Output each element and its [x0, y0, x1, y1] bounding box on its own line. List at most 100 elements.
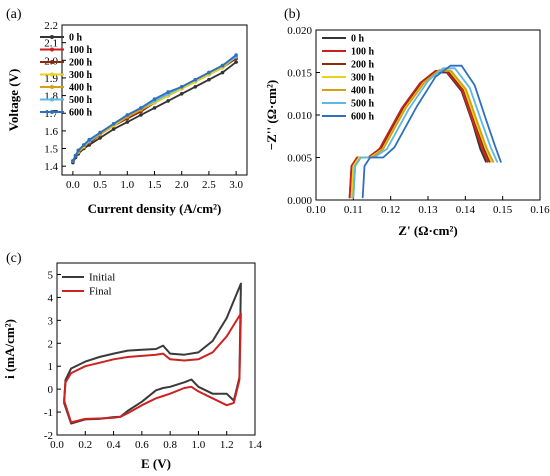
- legend-entry: 300 h: [69, 70, 93, 81]
- series-line: [63, 282, 242, 425]
- data-point: [234, 53, 238, 57]
- series-line: [72, 54, 238, 162]
- x-tick-label: 0.5: [93, 179, 107, 191]
- data-point: [98, 130, 102, 135]
- data-point: [220, 63, 225, 68]
- legend-entry: 300 h: [351, 73, 375, 84]
- legend-entry: Initial: [89, 272, 115, 284]
- x-tick-label: 0.0: [66, 179, 80, 191]
- legend-entry: 400 h: [351, 86, 375, 97]
- data-point: [125, 113, 130, 117]
- y-tick-label: 3: [48, 315, 54, 327]
- plot-frame: [56, 262, 256, 436]
- panel-c: (c) 0.0 0.2 0.4 0.6 0.8 1.0 1.2 1.4 -2 -1 0 1 2 3 4 5 E (…: [2, 251, 262, 471]
- x-tick-label: 0.4: [107, 439, 121, 451]
- x-tick-label: 1.5: [148, 179, 162, 191]
- x-tick-label: 0.14: [456, 204, 476, 216]
- x-axis-label: E (V): [141, 456, 171, 471]
- legend-marker: [50, 35, 54, 39]
- data-point: [71, 159, 75, 163]
- data-point: [111, 122, 116, 126]
- y-tick-label: 2.1: [44, 38, 58, 50]
- legend-entry: 200 h: [351, 60, 375, 71]
- data-point: [73, 153, 78, 158]
- data-point: [87, 137, 91, 142]
- data-point: [193, 85, 198, 89]
- x-tick-label: 0.8: [163, 439, 177, 451]
- legend-entry: 500 h: [351, 99, 375, 110]
- legend-entry: 100 h: [351, 47, 375, 58]
- y-tick-label: 0.015: [287, 68, 312, 80]
- series-line: [72, 61, 238, 164]
- data-point: [179, 85, 184, 89]
- x-tick-label: 1.2: [220, 439, 234, 451]
- y-axis-label: i (mA/cm²): [2, 319, 17, 379]
- y-tick-label: 2.2: [44, 20, 58, 32]
- y-tick-label: 0.020: [287, 25, 312, 37]
- y-tick-label: 5: [48, 269, 54, 281]
- x-tick-label: 0.6: [135, 439, 149, 451]
- x-tick-label: 0.15: [493, 204, 513, 216]
- x-tick-label: 0.0: [50, 439, 64, 451]
- panel-b: (b) 0.10 0.11 0.12 0.13 0.14 0.15 0.16 0.000 0.00…: [264, 7, 550, 238]
- x-tick-label: 0.2: [78, 439, 92, 451]
- series-line: [63, 312, 242, 424]
- y-tick-label: -2: [44, 430, 53, 442]
- data-point: [139, 106, 143, 110]
- legend-entry: 600 h: [69, 108, 93, 119]
- x-tick-label: 0.13: [418, 204, 438, 216]
- data-point: [234, 60, 238, 64]
- x-tick-label: 0.16: [530, 204, 550, 216]
- legend-entry: 500 h: [69, 95, 93, 106]
- y-tick-label: 0.000: [287, 195, 312, 207]
- y-tick-label: 1.9: [44, 73, 58, 85]
- plot-area: [63, 282, 242, 425]
- data-point: [82, 143, 86, 147]
- legend-entry: 600 h: [351, 112, 375, 123]
- y-tick-label: 4: [48, 292, 54, 304]
- x-tick-label: 3.0: [229, 179, 243, 191]
- x-tick-label: 1.0: [120, 179, 134, 191]
- data-point: [111, 127, 116, 131]
- legend-entry: 0 h: [69, 33, 83, 44]
- data-point: [152, 106, 157, 110]
- x-tick-label: 2.5: [202, 179, 216, 191]
- series-line: [352, 67, 499, 199]
- legend-marker: [50, 60, 54, 64]
- legend-marker: [50, 97, 54, 102]
- y-tick-label: 1.5: [44, 144, 58, 156]
- data-point: [166, 90, 170, 94]
- x-tick-label: 0.11: [344, 204, 363, 216]
- panel-label: (b): [284, 7, 301, 22]
- x-tick-label: 1.0: [192, 439, 206, 451]
- data-point: [152, 97, 157, 101]
- legend-entry: Final: [89, 286, 112, 298]
- y-tick-label: 1.7: [44, 108, 58, 120]
- data-point: [166, 99, 170, 103]
- panel-a: (a)0.0 0.5 1.0 1.5 2.0 2.5 3.01.41.51.61.71.81…: [6, 7, 248, 216]
- y-tick-label: 2: [48, 338, 54, 350]
- x-tick-label: 0.10: [306, 204, 326, 216]
- data-point: [98, 136, 102, 140]
- x-axis-label: Z' (Ω·cm²): [398, 223, 457, 238]
- legend-marker: [50, 85, 54, 89]
- panel-label: (c): [6, 251, 22, 266]
- panel-label: (a): [6, 7, 22, 22]
- legend-marker: [50, 47, 54, 52]
- legend-entry: 200 h: [69, 58, 93, 69]
- x-tick-label: 2.0: [175, 179, 189, 191]
- legend-entry: 100 h: [69, 45, 93, 56]
- x-tick-label: 0.12: [381, 204, 400, 216]
- data-point: [207, 77, 211, 82]
- legend-entry: 400 h: [69, 83, 93, 94]
- data-point: [193, 77, 198, 82]
- data-point: [207, 70, 211, 75]
- y-axis-label: Voltage (V): [6, 69, 21, 132]
- series-line: [361, 64, 502, 199]
- data-point: [179, 92, 184, 96]
- legend-entry: 0 h: [351, 34, 365, 45]
- data-point: [139, 113, 143, 117]
- series-line: [348, 69, 489, 199]
- y-tick-label: 0.010: [287, 110, 312, 122]
